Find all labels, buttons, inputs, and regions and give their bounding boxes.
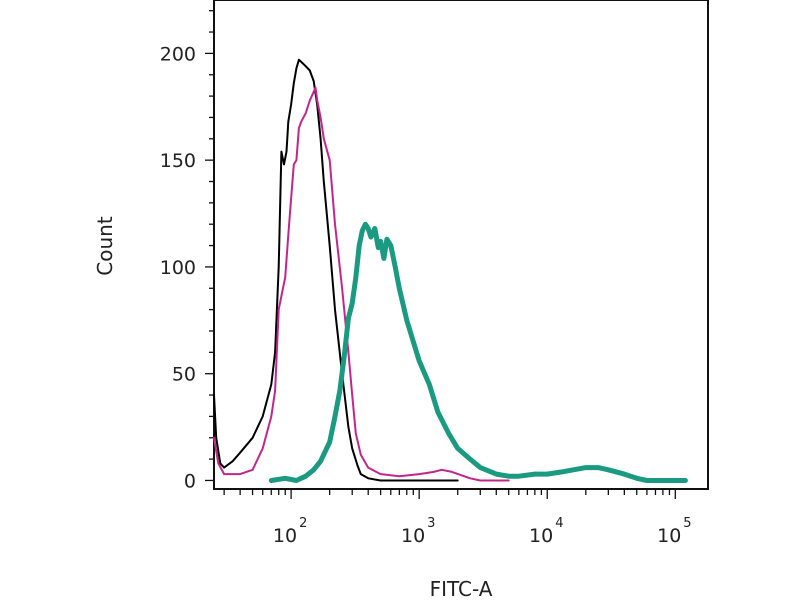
series-line-1 [213,58,459,482]
y-axis-label: Count [93,216,117,276]
x-tick-label-base: 10 [529,525,553,547]
y-tick-label: 0 [184,470,196,492]
y-axis-ticks: 0 50 100 150 200 [160,10,214,492]
y-tick-label: 100 [160,257,196,279]
x-tick-label-exponent: 3 [427,516,435,531]
x-axis-label: FITC-A [430,577,493,600]
plot-frame [213,0,709,490]
x-tick-label-base: 10 [273,525,297,547]
y-tick-label: 200 [160,43,196,65]
x-tick-label-exponent: 5 [683,516,691,531]
x-tick-label-exponent: 2 [299,516,307,531]
x-tick-label-base: 10 [401,525,425,547]
series-lines [213,58,688,483]
x-tick-label-exponent: 4 [555,516,563,531]
y-tick-label: 50 [172,364,196,386]
series-line-3 [268,221,688,483]
x-tick-label-base: 10 [657,525,681,547]
series-line-2 [213,86,510,482]
y-tick-label: 150 [160,150,196,172]
